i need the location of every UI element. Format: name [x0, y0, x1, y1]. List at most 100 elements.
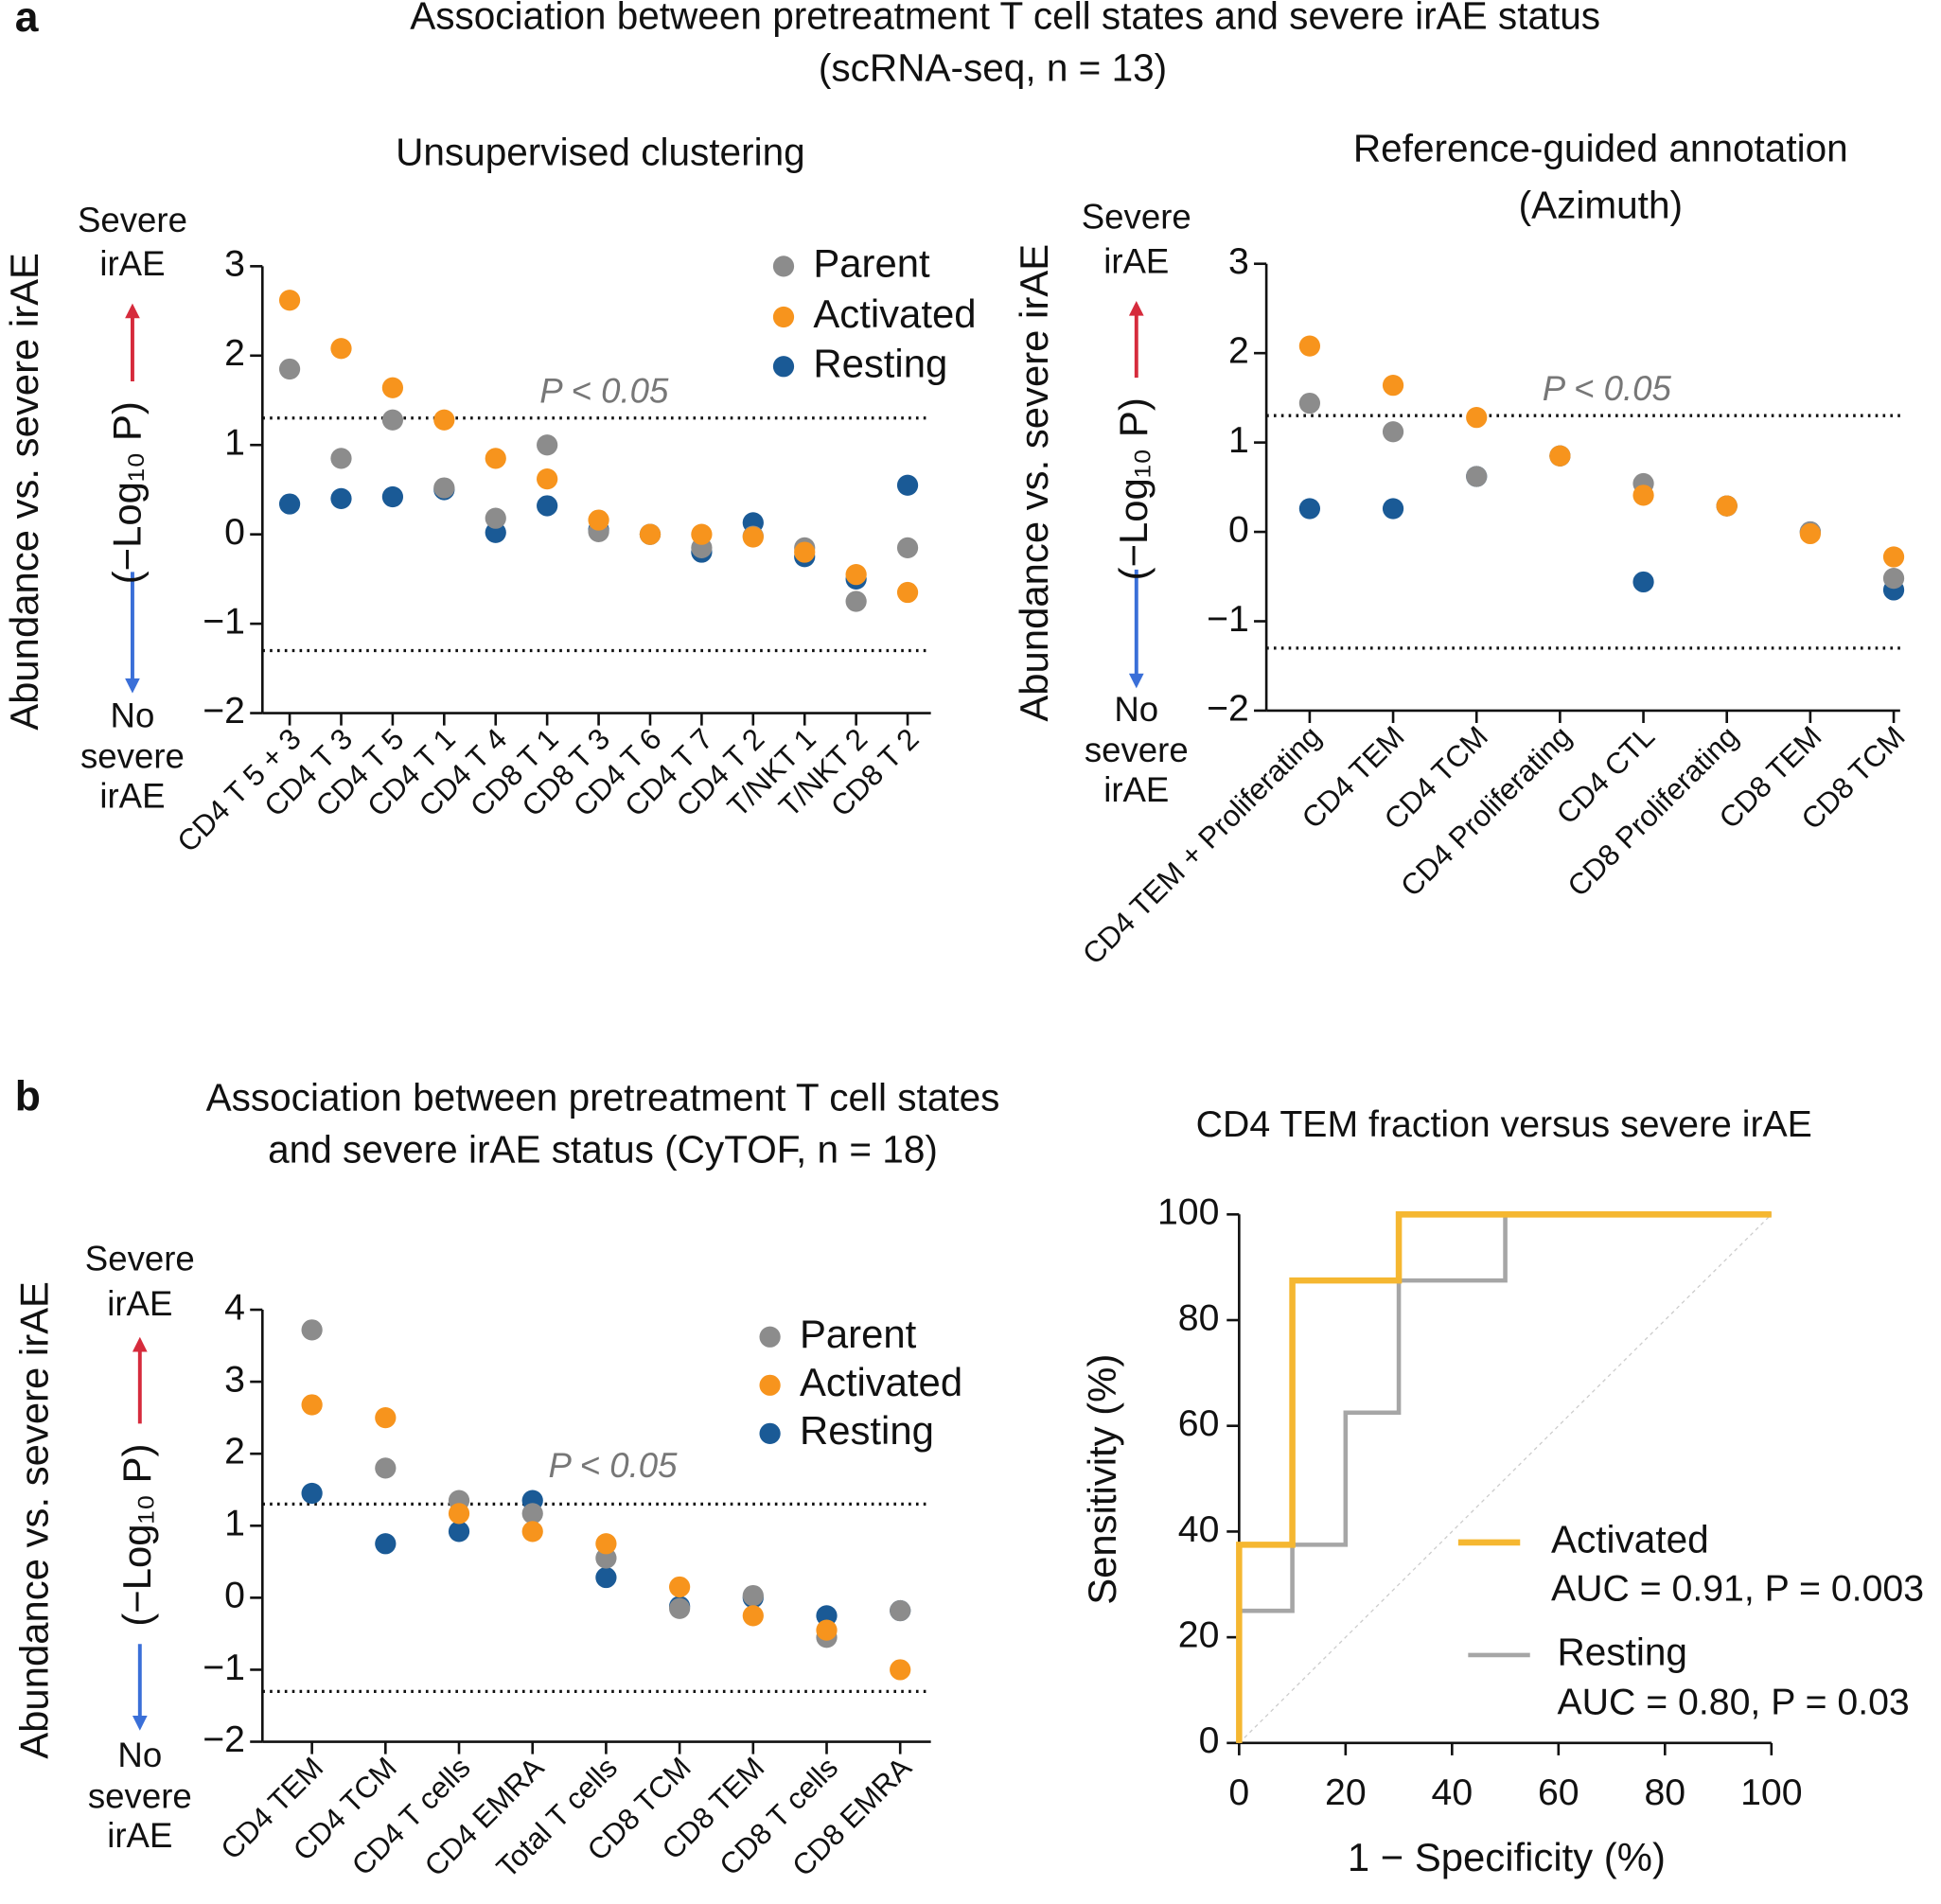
y-axis-label: (−Log₁₀ P)	[104, 401, 149, 584]
legend-marker	[772, 256, 795, 277]
x-tick-label: 60	[1538, 1772, 1579, 1813]
dot	[485, 507, 506, 529]
y-tick-label: 1	[224, 422, 245, 464]
legend-label: Activated	[1551, 1518, 1709, 1561]
dot	[381, 409, 404, 431]
dot	[816, 1619, 838, 1641]
arrow-head	[1128, 300, 1144, 316]
dot	[742, 1605, 764, 1627]
dot	[1882, 546, 1905, 568]
dot	[330, 338, 352, 360]
y-tick-label: 0	[224, 511, 245, 553]
y-tick-label: 0	[1228, 508, 1249, 550]
dot	[448, 1503, 470, 1525]
y-tick-label: 1	[224, 1503, 245, 1544]
dot	[668, 1597, 691, 1619]
legend-auc: AUC = 0.80, P = 0.03	[1558, 1682, 1910, 1723]
dot	[1382, 375, 1404, 397]
arrow-head	[132, 1336, 148, 1352]
dot	[1298, 392, 1321, 414]
no-severe-label: severe	[1085, 731, 1189, 769]
y-tick-label: 0	[1199, 1719, 1220, 1761]
dot	[537, 467, 558, 490]
legend-marker	[772, 306, 795, 328]
y-tick-label: 3	[1228, 240, 1249, 282]
y-tick-label: −2	[203, 690, 245, 732]
arrow-head	[125, 303, 140, 319]
y-tick-label: −1	[1207, 598, 1249, 640]
dot	[1466, 466, 1488, 487]
legend-marker	[759, 1326, 781, 1348]
dot	[375, 1533, 397, 1555]
y-tick-label: 3	[224, 1358, 245, 1400]
no-severe-label: No	[117, 1736, 162, 1774]
dot	[278, 493, 301, 515]
dot	[485, 448, 506, 469]
dot	[845, 591, 867, 612]
legend-label: Activated	[800, 1360, 962, 1404]
y-axis-label: Sensitivity (%)	[1080, 1354, 1124, 1605]
severe-label: Severe	[1082, 197, 1191, 236]
y-tick-label: 2	[224, 332, 245, 374]
dot	[691, 523, 713, 545]
y-tick-label: −1	[203, 600, 245, 642]
chart-title: Unsupervised clustering	[396, 130, 805, 173]
dot	[668, 1576, 691, 1598]
arrow-head	[125, 678, 140, 694]
dot	[896, 581, 919, 604]
legend-marker	[772, 356, 795, 378]
legend-auc: AUC = 0.91, P = 0.003	[1551, 1567, 1924, 1609]
dot	[890, 1599, 911, 1622]
dot	[794, 541, 816, 563]
legend-marker	[759, 1422, 781, 1444]
dot	[301, 1394, 323, 1416]
dot	[595, 1533, 617, 1555]
dot	[381, 485, 404, 508]
dot	[1632, 571, 1654, 593]
threshold-label: P < 0.05	[1543, 369, 1672, 408]
dot	[433, 409, 455, 431]
dot	[278, 290, 301, 311]
dot	[537, 495, 558, 517]
dot	[1382, 421, 1404, 443]
chart-title: Association between pretreatment T cell …	[206, 1076, 1000, 1119]
y-axis-label: Abundance vs. severe irAE	[11, 1281, 56, 1759]
dot	[742, 526, 764, 548]
y-tick-label: 40	[1178, 1508, 1220, 1550]
y-tick-label: −2	[203, 1719, 245, 1760]
legend-label: Parent	[813, 240, 930, 285]
chart-title: (Azimuth)	[1519, 184, 1683, 227]
dot	[1549, 445, 1571, 467]
dot	[1382, 498, 1404, 520]
severe-label: Severe	[85, 1240, 195, 1278]
dot	[890, 1659, 911, 1681]
legend-label: Resting	[1558, 1631, 1687, 1674]
legend-label: Parent	[800, 1312, 917, 1356]
x-tick-label: 80	[1644, 1772, 1685, 1813]
y-axis-label: Abundance vs. severe irAE	[1012, 244, 1056, 722]
dot	[1298, 498, 1321, 520]
y-tick-label: 4	[224, 1286, 245, 1328]
panel-label: b	[15, 1073, 41, 1119]
dot	[448, 1521, 470, 1543]
y-tick-label: −2	[1207, 687, 1249, 729]
dot	[521, 1521, 543, 1543]
x-axis-label: 1 − Specificity (%)	[1348, 1835, 1666, 1879]
dot	[381, 377, 404, 398]
severe-label: irAE	[107, 1284, 172, 1323]
no-severe-label: No	[1114, 690, 1158, 729]
x-tick-label: 20	[1325, 1772, 1367, 1813]
dot	[330, 487, 352, 510]
no-severe-label: irAE	[1103, 770, 1169, 809]
dot	[896, 537, 919, 558]
y-axis-label: Abundance vs. severe irAE	[2, 253, 46, 731]
y-tick-label: 100	[1157, 1191, 1219, 1233]
y-tick-label: 2	[224, 1431, 245, 1472]
legend-label: Resting	[813, 341, 947, 385]
no-severe-label: irAE	[107, 1816, 172, 1855]
y-axis-label: (−Log₁₀ P)	[1111, 397, 1156, 580]
legend-label: Activated	[813, 291, 976, 336]
dot	[1716, 495, 1738, 517]
